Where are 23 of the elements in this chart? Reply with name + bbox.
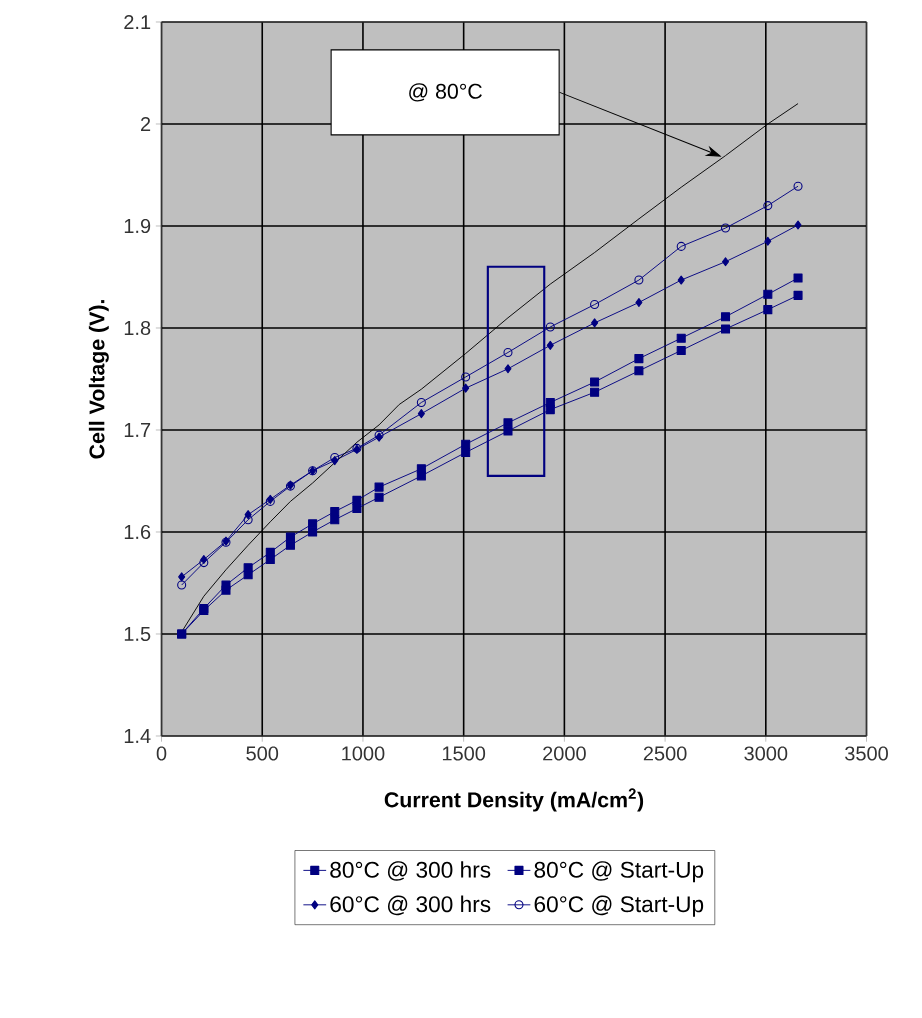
x-axis-title: Current Density (mA/cm$^{2}$) (385, 788, 644, 812)
y-tick-label: 1.9 (125, 218, 151, 234)
x-tick-label: 3000 (744, 746, 788, 761)
legend-label: 80°C @ 300 hrs (330, 861, 491, 881)
x-tick-label: 0 (156, 746, 167, 761)
y-tick-label: 1.8 (125, 320, 151, 336)
x-tick-label: 2000 (543, 746, 587, 761)
y-tick-label: 1.6 (125, 524, 151, 540)
y-axis-title: Cell Voltage (V). (89, 300, 110, 459)
x-tick-label: 500 (246, 746, 279, 761)
legend-label: 80°C @ Start-Up (534, 861, 704, 883)
legend-label: 60°C @ 300 hrs (330, 895, 491, 916)
x-tick-label: 3500 (845, 746, 889, 761)
y-tick-label: 2 (141, 117, 151, 131)
y-tick-label: 1.5 (125, 627, 151, 641)
y-tick-label: 1.4 (125, 729, 151, 743)
y-tick-label: 1.7 (125, 423, 151, 437)
x-tick-label: 2500 (644, 746, 687, 761)
x-tick-label: 1500 (443, 746, 486, 761)
annotation: @ 80°C (409, 83, 483, 102)
legend-label: 60°C @ Start-Up (534, 895, 704, 917)
y-tick-label: 2.1 (124, 15, 151, 29)
x-tick-label: 1000 (342, 746, 385, 761)
